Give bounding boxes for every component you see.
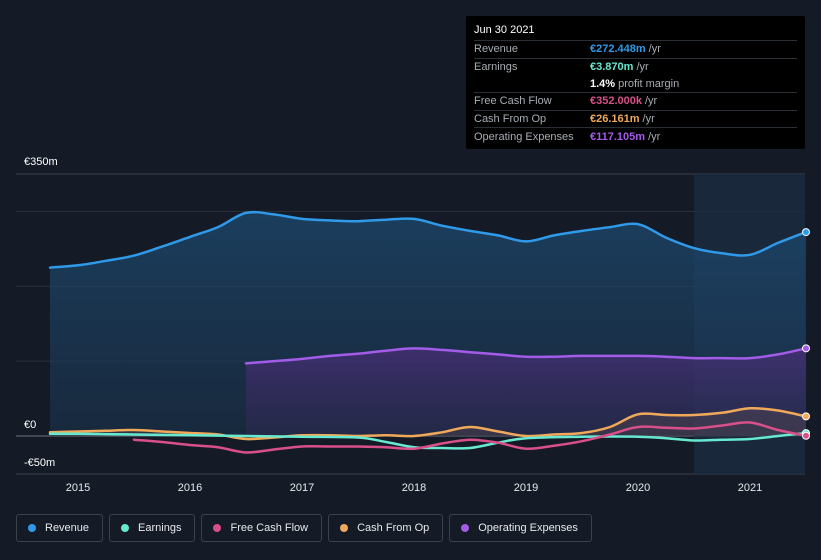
financials-chart: 2015 2016 2017 2018 2019 2020 2021 <box>16 173 810 494</box>
legend-item-cash-from-op[interactable]: Cash From Op <box>328 514 444 542</box>
data-tooltip: Jun 30 2021 Revenue €272.448m /yr Earnin… <box>466 16 805 149</box>
line-layer <box>48 210 808 454</box>
y-axis-top-label: €350m <box>24 156 58 168</box>
cash-from-op-end-dot <box>802 412 810 421</box>
x-tick-label: 2016 <box>178 482 202 494</box>
x-tick-label: 2015 <box>66 482 90 494</box>
tooltip-row-operating-expenses: Operating Expenses €117.105m /yr <box>474 127 797 145</box>
tooltip-row-cash-from-op: Cash From Op €26.161m /yr <box>474 109 797 128</box>
x-tick-label: 2017 <box>290 482 314 494</box>
tooltip-value: €352.000k <box>590 95 642 108</box>
tooltip-unit: /yr <box>642 113 655 126</box>
legend-dot-icon <box>213 524 222 532</box>
tooltip-label: Revenue <box>474 43 519 56</box>
operating-expenses-end-dot <box>802 344 810 353</box>
tooltip-unit: /yr <box>636 61 649 74</box>
endpoint-dots <box>802 228 810 440</box>
legend-label: Operating Expenses <box>478 522 578 534</box>
cash-from-op-line <box>48 406 808 441</box>
tooltip-date: Jun 30 2021 <box>474 24 535 36</box>
legend-item-revenue[interactable]: Revenue <box>16 514 104 542</box>
tooltip-value: €117.105m <box>590 130 646 143</box>
tooltip-row-revenue: Revenue €272.448m /yr <box>474 40 797 58</box>
legend-item-operating-expenses[interactable]: Operating Expenses <box>449 514 592 542</box>
operating-expenses-line <box>244 347 808 365</box>
legend-label: Free Cash Flow <box>230 522 309 534</box>
legend-item-free-cash-flow[interactable]: Free Cash Flow <box>201 514 323 542</box>
tooltip-row-free-cash-flow: Free Cash Flow €352.000k /yr <box>474 92 797 110</box>
x-axis-ticks: 2015 2016 2017 2018 2019 2020 2021 <box>66 482 762 494</box>
tooltip-row-profit-margin: 1.4% profit margin <box>474 75 797 92</box>
tooltip-unit: profit margin <box>618 77 680 90</box>
earnings-line <box>48 431 808 450</box>
tooltip-value: 1.4% <box>590 77 616 90</box>
legend-label: Revenue <box>45 522 90 534</box>
legend-dot-icon <box>340 524 349 532</box>
tooltip-unit: /yr <box>648 130 661 143</box>
legend-label: Cash From Op <box>357 522 430 534</box>
legend-dot-icon <box>28 524 36 532</box>
x-tick-label: 2019 <box>514 482 538 494</box>
legend-dot-icon <box>121 524 130 532</box>
revenue-end-dot <box>802 228 810 237</box>
tooltip-value: €3.870m <box>590 61 634 74</box>
free-cash-flow-end-dot <box>802 431 810 440</box>
x-tick-label: 2018 <box>402 482 426 494</box>
y-axis-bottom-label: -€50m <box>24 457 56 469</box>
y-axis-zero-label: €0 <box>24 419 37 431</box>
tooltip-label: Cash From Op <box>474 113 547 126</box>
tooltip-unit: /yr <box>648 43 661 56</box>
tooltip-label: Free Cash Flow <box>474 95 552 108</box>
legend-dot-icon <box>461 524 470 532</box>
tooltip-value: €26.161m <box>590 113 640 126</box>
revenue-line <box>48 210 808 269</box>
tooltip-label: Earnings <box>474 61 518 74</box>
tooltip-unit: /yr <box>645 95 658 108</box>
x-tick-label: 2020 <box>626 482 650 494</box>
legend-item-earnings[interactable]: Earnings <box>109 514 196 542</box>
tooltip-row-earnings: Earnings €3.870m /yr <box>474 57 797 76</box>
x-tick-label: 2021 <box>738 482 762 494</box>
free-cash-flow-line <box>132 421 808 454</box>
legend-label: Earnings <box>138 522 182 534</box>
tooltip-label: Operating Expenses <box>474 130 574 143</box>
tooltip-value: €272.448m <box>590 43 646 56</box>
chart-legend: Revenue Earnings Free Cash Flow Cash Fro… <box>16 514 592 542</box>
